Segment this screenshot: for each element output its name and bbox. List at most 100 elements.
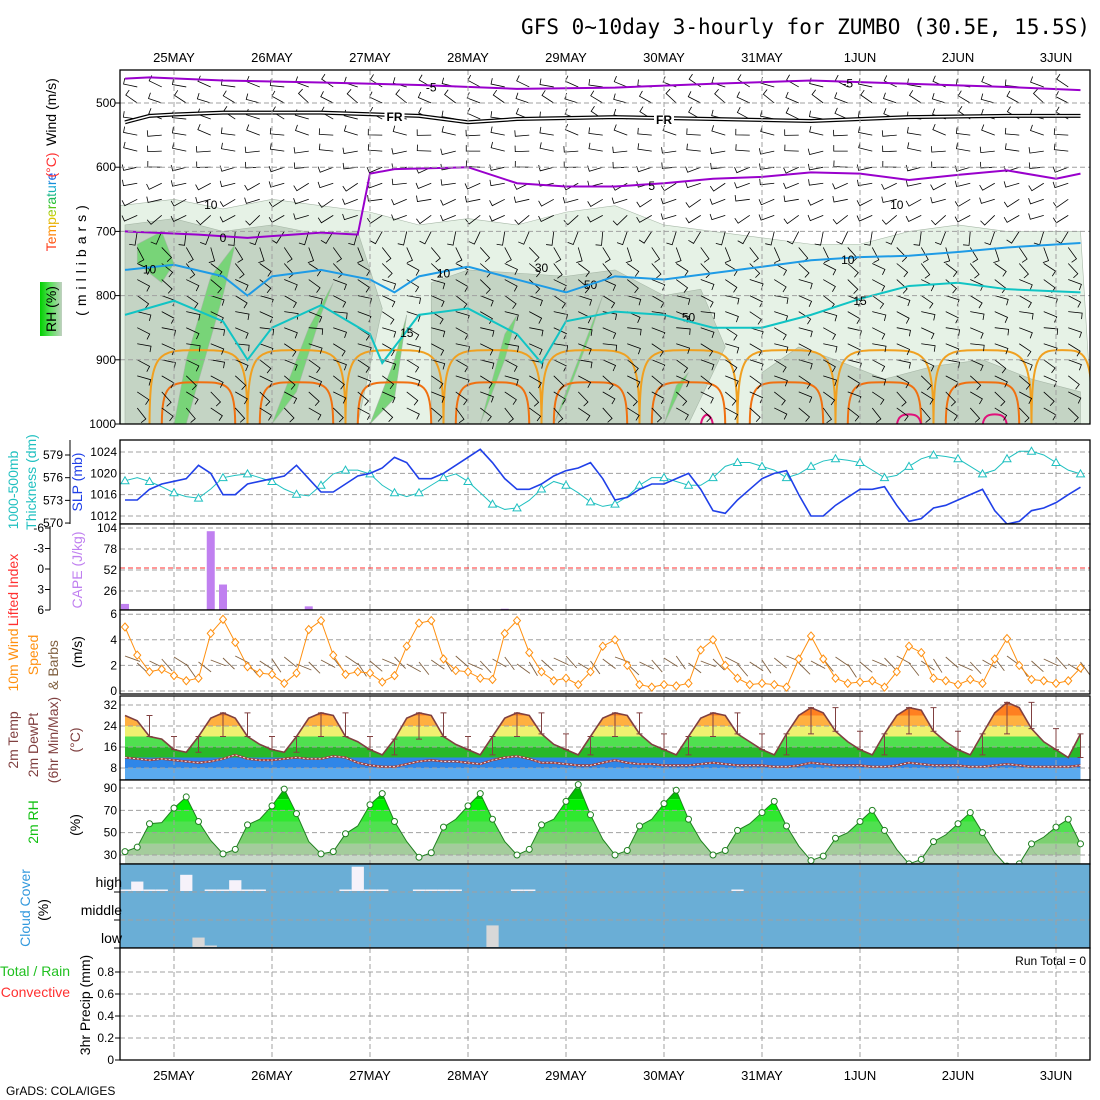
rh2m-point	[464, 802, 472, 810]
wind-barb	[480, 295, 494, 307]
wind-barb	[391, 148, 407, 155]
wind-barb	[416, 129, 432, 136]
wind-barb	[1003, 165, 1020, 173]
wind-barb	[513, 196, 530, 203]
wind-barb	[836, 231, 849, 245]
wind-barb	[343, 125, 358, 136]
wind-barb	[881, 215, 898, 225]
wind10m-barb	[235, 655, 250, 664]
rh-contour-label: 30	[535, 261, 549, 275]
wind10m-point	[623, 660, 632, 671]
wind-barb	[529, 295, 543, 307]
wind-barb	[455, 391, 468, 406]
wind-barb	[210, 359, 226, 369]
wind-barb	[979, 197, 995, 204]
wind-barb	[317, 215, 334, 224]
wind-barb	[480, 423, 481, 424]
thickness-point	[732, 457, 743, 467]
wind-barb	[479, 247, 491, 263]
wind-barb	[293, 182, 309, 192]
temp-unit: (°C)	[67, 727, 83, 752]
wind10m-barb	[345, 655, 360, 666]
wind-barb	[676, 423, 677, 424]
wind10m-point	[231, 637, 240, 648]
isotherm-warm-contour	[246, 349, 347, 424]
rh2m-point	[1064, 815, 1072, 823]
rh2m-point	[1052, 823, 1060, 831]
wind-barb	[268, 198, 285, 208]
wind-barb	[1043, 423, 1045, 424]
wind10m-barb	[1043, 658, 1059, 667]
thickness-point	[512, 502, 522, 512]
wind-barb	[798, 407, 811, 422]
wind-barb	[896, 391, 907, 407]
wind-barb	[332, 247, 343, 263]
wind-barb	[872, 423, 873, 424]
wind-barb	[676, 375, 690, 388]
wind10m-barb	[933, 658, 943, 673]
panel-border	[119, 69, 1091, 425]
wind-barb	[397, 231, 408, 246]
wind-barb	[921, 327, 935, 340]
wind-barb	[700, 343, 714, 357]
wind-barb	[762, 89, 775, 104]
wind-barb	[602, 327, 617, 339]
wind-barb	[210, 375, 224, 388]
wind-barb	[906, 126, 922, 136]
wind10m-barb	[651, 659, 663, 673]
rh2m-point	[231, 845, 239, 853]
wind-barb	[807, 214, 824, 222]
wind-tick-label: 2	[110, 658, 117, 672]
wind-barb	[700, 295, 714, 308]
wind-barb	[235, 423, 236, 424]
wind-barb	[809, 126, 824, 136]
wind-barb	[333, 295, 347, 308]
minmax-whisker	[489, 736, 496, 756]
wind-barb	[293, 198, 309, 205]
wind-barb	[357, 375, 372, 387]
wind-barb	[504, 295, 517, 309]
wind10m-barb	[320, 659, 336, 668]
thickness-point	[806, 461, 816, 470]
thickness-point	[855, 457, 865, 467]
isotherm-label: -5	[426, 81, 437, 95]
wind10m-barb	[565, 655, 578, 669]
wind-barb	[308, 375, 323, 388]
wind-barb	[1019, 295, 1032, 308]
wind-barb	[197, 75, 211, 88]
wind10m-barb	[1031, 660, 1044, 673]
wind-barb	[367, 144, 383, 152]
wind-barb	[758, 148, 775, 155]
isotherm-warm-contour	[981, 413, 1008, 424]
wind-barb	[137, 311, 152, 321]
wind-barb	[553, 343, 569, 352]
wind-barb	[765, 231, 775, 246]
isotherm-label: 10	[437, 267, 451, 281]
wind10m-point	[549, 676, 558, 686]
wind-barb	[700, 391, 714, 404]
wind-barb	[370, 231, 383, 245]
minmax-whisker	[783, 733, 790, 756]
wind-barb	[700, 311, 716, 320]
rh-contour-label: 10	[890, 198, 904, 212]
wind10m-point	[892, 667, 901, 677]
wind-barb	[186, 343, 201, 352]
wind-barb	[660, 213, 677, 220]
wind-barb	[259, 311, 274, 323]
wind-barb	[784, 129, 799, 136]
wind-barb	[725, 423, 726, 424]
cloud-high-bar	[204, 889, 217, 891]
wind-barb	[774, 391, 786, 406]
wind10m-point	[978, 678, 987, 689]
wind-barb	[489, 214, 505, 222]
rh2m-point	[721, 847, 729, 855]
wind-barb	[994, 327, 1010, 336]
wind-barb	[528, 247, 540, 262]
wind10m-point	[169, 670, 179, 681]
wind-barb	[1030, 76, 1044, 88]
wind-barb	[823, 263, 837, 276]
wind-barb	[905, 214, 922, 223]
wind-barb	[146, 130, 162, 137]
cloud-high-bar	[143, 889, 156, 891]
isotherm-label: 15	[400, 326, 414, 340]
